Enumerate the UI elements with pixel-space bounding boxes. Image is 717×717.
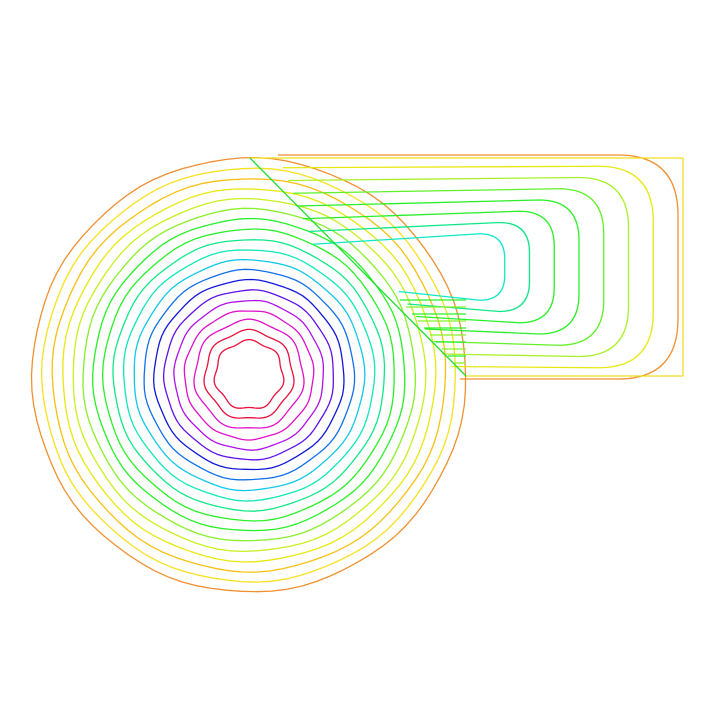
circle-contour-level: [122, 249, 376, 502]
channel-contour-level: [312, 233, 506, 301]
circle-contour-level: [162, 289, 334, 461]
circle-contour-level: [203, 328, 295, 419]
circle-contour-level: [183, 310, 315, 441]
circle-contour-level: [193, 318, 305, 429]
circle-contour-level: [133, 258, 366, 492]
channel-contour-level: [287, 176, 630, 358]
circle-contour-level: [143, 268, 356, 481]
channel-contour-level: [292, 188, 605, 346]
domain-boundary: [249, 157, 684, 377]
channel-contour-level: [302, 210, 555, 324]
circle-contour-level: [112, 239, 386, 512]
channel-contour-level: [307, 221, 531, 313]
circle-contour-level: [92, 217, 406, 532]
channel-contour-level: [297, 199, 580, 335]
channel-outer-boundary: [250, 157, 684, 377]
circle-contour-level: [213, 338, 285, 409]
circle-contour-level: [51, 178, 447, 573]
circle-contours: [30, 156, 467, 593]
circle-contour-level: [173, 299, 325, 451]
circle-contour-level: [101, 228, 395, 522]
channel-contour-level: [282, 165, 654, 369]
channel-contours: [278, 154, 679, 380]
interface-diagonal: [249, 157, 467, 377]
circle-contour-level: [72, 197, 427, 553]
circle-contour-level: [62, 188, 437, 563]
circle-contour-level: [30, 156, 467, 593]
circle-contour-level: [153, 278, 345, 471]
circle-contour-level: [40, 167, 456, 583]
channel-contour-level: [278, 154, 679, 380]
